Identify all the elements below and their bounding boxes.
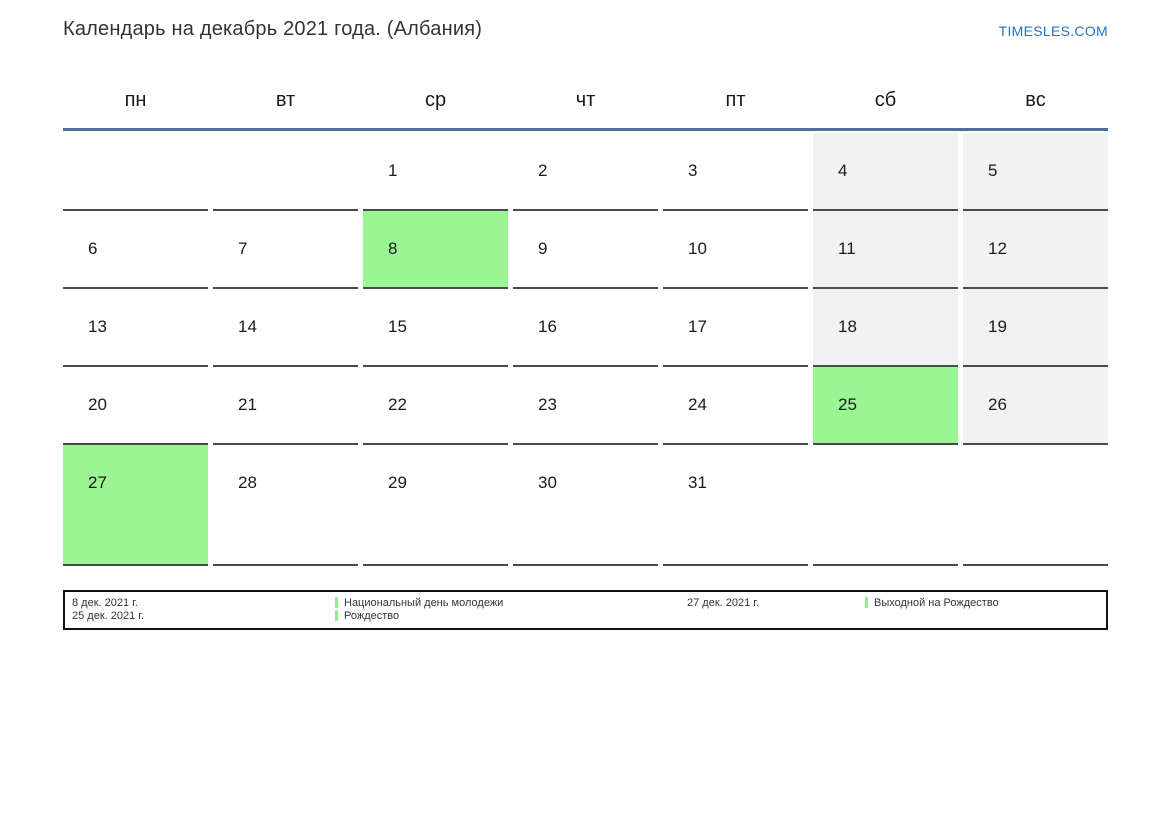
legend-event: Выходной на Рождество bbox=[865, 597, 999, 610]
day-cell-9: 9 bbox=[513, 211, 658, 289]
day-number: 23 bbox=[538, 395, 557, 414]
legend-events-group-2: Выходной на Рождество bbox=[865, 597, 999, 610]
day-cell-6: 6 bbox=[63, 211, 208, 289]
day-number: 30 bbox=[538, 473, 557, 492]
legend-dates-group-2: 27 дек. 2021 г. bbox=[687, 597, 759, 610]
day-cell-empty bbox=[813, 445, 958, 566]
weekday-header-пн: пн bbox=[124, 89, 147, 111]
day-number: 20 bbox=[88, 395, 107, 414]
day-number: 3 bbox=[688, 161, 698, 180]
day-cell-27: 27 bbox=[63, 445, 208, 566]
day-cell-3: 3 bbox=[663, 133, 808, 211]
legend-event: Рождество bbox=[335, 610, 503, 623]
legend-date: 27 дек. 2021 г. bbox=[687, 597, 760, 609]
day-number: 1 bbox=[388, 161, 398, 180]
day-cell-19: 19 bbox=[963, 289, 1108, 367]
day-cell-14: 14 bbox=[213, 289, 358, 367]
day-cell-25: 25 bbox=[813, 367, 958, 445]
day-number: 11 bbox=[838, 239, 856, 258]
day-number: 22 bbox=[388, 395, 407, 414]
day-number: 24 bbox=[688, 395, 707, 414]
day-number: 25 bbox=[838, 395, 857, 414]
day-cell-empty bbox=[963, 445, 1108, 566]
day-number: 12 bbox=[988, 239, 1007, 258]
day-number: 26 bbox=[988, 395, 1007, 414]
legend-event: Национальный день молодежи bbox=[335, 597, 503, 610]
day-cell-18: 18 bbox=[813, 289, 958, 367]
day-number: 18 bbox=[838, 317, 857, 336]
holiday-marker-icon bbox=[335, 610, 338, 621]
day-cell-24: 24 bbox=[663, 367, 808, 445]
weekday-header-чт: чт bbox=[575, 89, 596, 111]
day-cell-1: 1 bbox=[363, 133, 508, 211]
day-cell-31: 31 bbox=[663, 445, 808, 566]
page-title: Календарь на декабрь 2021 года. (Албания… bbox=[63, 18, 483, 40]
day-number: 6 bbox=[88, 239, 98, 258]
legend-event-label: Национальный день молодежи bbox=[344, 597, 504, 609]
legend-events-group-1: Национальный день молодежи Рождество bbox=[335, 597, 503, 623]
weekday-header-сб: сб bbox=[874, 89, 897, 111]
legend: 8 дек. 2021 г. 25 дек. 2021 г. Националь… bbox=[63, 590, 1108, 630]
legend-event-label: Выходной на Рождество bbox=[874, 597, 999, 609]
day-cell-5: 5 bbox=[963, 133, 1108, 211]
day-cell-30: 30 bbox=[513, 445, 658, 566]
day-number: 10 bbox=[688, 239, 707, 258]
day-number: 13 bbox=[88, 317, 107, 336]
day-cell-empty bbox=[213, 133, 358, 211]
day-number: 31 bbox=[688, 473, 707, 492]
day-cell-22: 22 bbox=[363, 367, 508, 445]
legend-dates-group-1: 8 дек. 2021 г. 25 дек. 2021 г. bbox=[72, 597, 144, 623]
day-cell-28: 28 bbox=[213, 445, 358, 566]
weekday-header-пт: пт bbox=[725, 89, 746, 111]
day-number: 5 bbox=[988, 161, 998, 180]
day-cell-8: 8 bbox=[363, 211, 508, 289]
day-number: 29 bbox=[388, 473, 407, 492]
day-cell-10: 10 bbox=[663, 211, 808, 289]
day-number: 16 bbox=[538, 317, 557, 336]
day-number: 8 bbox=[388, 239, 398, 258]
day-cell-21: 21 bbox=[213, 367, 358, 445]
day-number: 27 bbox=[88, 473, 107, 492]
day-cell-12: 12 bbox=[963, 211, 1108, 289]
day-cell-29: 29 bbox=[363, 445, 508, 566]
day-number: 14 bbox=[238, 317, 257, 336]
day-cell-empty bbox=[63, 133, 208, 211]
day-cell-4: 4 bbox=[813, 133, 958, 211]
day-number: 9 bbox=[538, 239, 548, 258]
weekday-header-row: пн вт ср чт пт сб вс bbox=[63, 86, 1108, 114]
day-cell-17: 17 bbox=[663, 289, 808, 367]
day-cell-7: 7 bbox=[213, 211, 358, 289]
day-number: 28 bbox=[238, 473, 257, 492]
legend-date: 25 дек. 2021 г. bbox=[72, 610, 145, 622]
brand-link[interactable]: TIMESLES.COM bbox=[998, 23, 1108, 39]
day-number: 19 bbox=[988, 317, 1007, 336]
day-number: 2 bbox=[538, 161, 548, 180]
legend-date: 8 дек. 2021 г. bbox=[72, 597, 138, 609]
day-number: 15 bbox=[388, 317, 407, 336]
day-number: 17 bbox=[688, 317, 707, 336]
day-cell-11: 11 bbox=[813, 211, 958, 289]
holiday-marker-icon bbox=[335, 597, 338, 608]
day-cell-13: 13 bbox=[63, 289, 208, 367]
day-number: 4 bbox=[838, 161, 848, 180]
day-number: 7 bbox=[238, 239, 248, 258]
day-cell-20: 20 bbox=[63, 367, 208, 445]
holiday-marker-icon bbox=[865, 597, 868, 608]
header-rule bbox=[63, 128, 1108, 131]
day-cell-26: 26 bbox=[963, 367, 1108, 445]
legend-event-label: Рождество bbox=[344, 610, 400, 622]
day-cell-15: 15 bbox=[363, 289, 508, 367]
calendar-grid: 1 2 3 4 5 6 7 8 9 10 11 12 13 14 15 16 17 18 19 20 21 22 23 24 2… bbox=[63, 133, 1108, 566]
day-number: 21 bbox=[238, 395, 257, 414]
weekday-header-вс: вс bbox=[1025, 89, 1046, 111]
weekday-header-вт: вт bbox=[275, 89, 296, 111]
day-cell-16: 16 bbox=[513, 289, 658, 367]
weekday-header-ср: ср bbox=[424, 89, 447, 111]
day-cell-23: 23 bbox=[513, 367, 658, 445]
day-cell-2: 2 bbox=[513, 133, 658, 211]
